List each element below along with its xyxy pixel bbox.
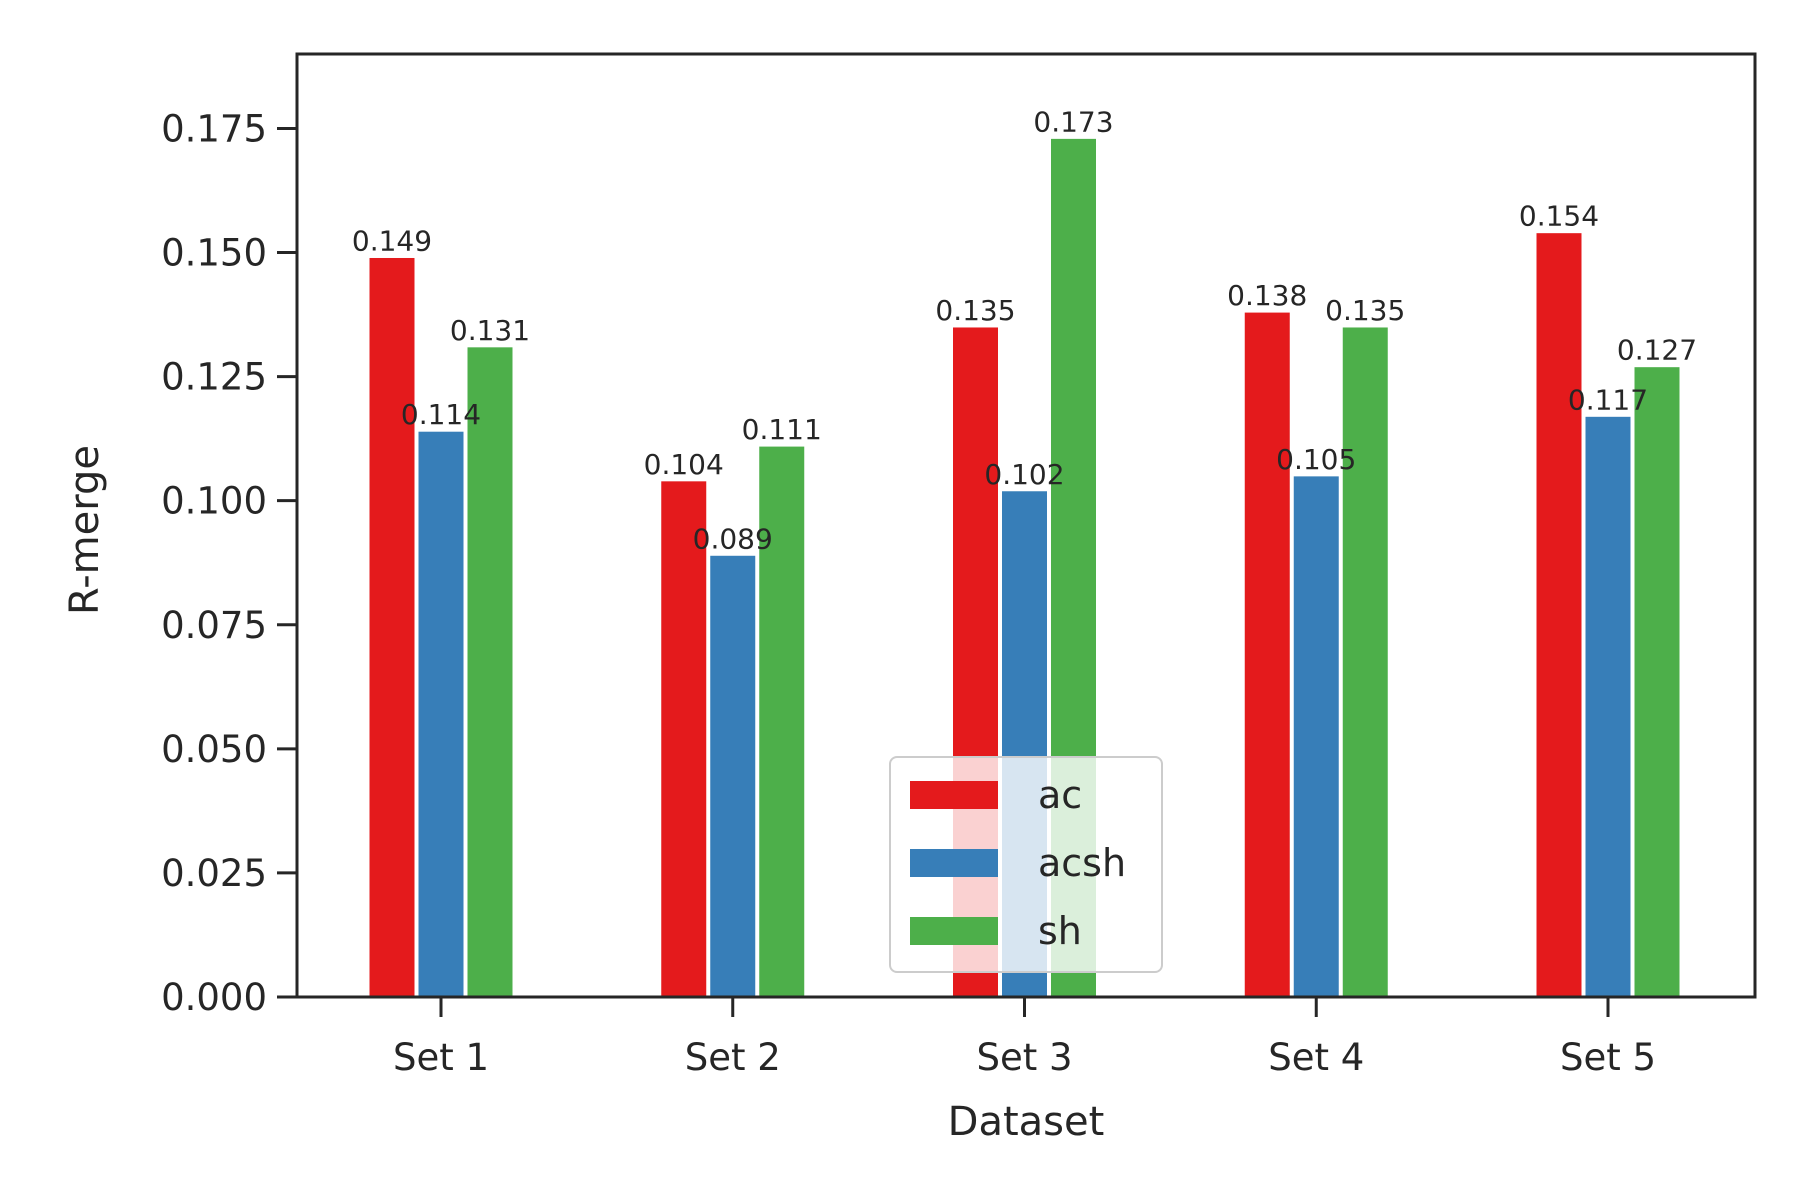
legend-swatch-ac [910, 781, 998, 809]
legend-swatch-sh [910, 917, 998, 945]
bar-sh-2 [758, 445, 806, 998]
data-label-ac-4: 0.138 [1227, 279, 1307, 312]
y-tick-label: 0.000 [161, 976, 267, 1019]
data-label-sh-3: 0.173 [1033, 105, 1113, 138]
bar-acsh-4 [1292, 475, 1340, 998]
legend-swatch-acsh [910, 849, 998, 877]
x-tick-label: Set 5 [1560, 1036, 1656, 1079]
y-tick-label: 0.075 [161, 604, 267, 647]
bar-sh-1 [466, 346, 514, 998]
legend: ac acsh sh [889, 756, 1163, 973]
y-tick-label: 0.125 [161, 356, 267, 399]
y-axis-label: R-merge [62, 445, 108, 615]
bar-ac-2 [660, 480, 708, 998]
data-label-ac-3: 0.135 [935, 294, 1015, 327]
data-label-ac-2: 0.104 [644, 448, 724, 481]
data-label-acsh-1: 0.114 [401, 398, 481, 431]
y-axis: 0.000 0.025 0.050 0.075 0.100 0.125 0.150 0.175 [161, 107, 297, 1019]
bar-ac-4 [1243, 311, 1291, 998]
y-tick-label: 0.100 [161, 480, 267, 523]
data-label-acsh-4: 0.105 [1276, 443, 1356, 476]
data-label-ac-1: 0.149 [352, 224, 432, 257]
legend-label-ac: ac [1038, 773, 1082, 817]
bar-ac-5 [1535, 232, 1583, 998]
x-tick-label: Set 3 [976, 1036, 1072, 1079]
data-label-sh-5: 0.127 [1617, 334, 1697, 367]
data-label-acsh-3: 0.102 [984, 458, 1064, 491]
data-label-sh-4: 0.135 [1325, 294, 1405, 327]
data-labels-layer: 0.149 0.114 0.131 0.104 0.089 0.111 0.135 0.102… [352, 105, 1697, 555]
data-label-sh-2: 0.111 [742, 413, 822, 446]
bar-ac-1 [368, 256, 416, 998]
x-axis: Set 1 Set 2 Set 3 Set 4 Set 5 [393, 997, 1656, 1079]
data-label-acsh-2: 0.089 [693, 522, 773, 555]
data-label-acsh-5: 0.117 [1568, 383, 1648, 416]
bar-sh-5 [1633, 366, 1681, 998]
y-tick-label: 0.050 [161, 728, 267, 771]
y-tick-label: 0.150 [161, 232, 267, 275]
data-label-ac-5: 0.154 [1519, 200, 1599, 233]
bar-acsh-5 [1584, 415, 1632, 998]
legend-label-acsh: acsh [1038, 841, 1126, 885]
y-tick-label: 0.025 [161, 852, 267, 895]
bar-acsh-2 [709, 554, 757, 998]
x-tick-label: Set 1 [393, 1036, 489, 1079]
x-tick-label: Set 2 [685, 1036, 781, 1079]
y-tick-label: 0.175 [161, 107, 267, 150]
x-axis-label: Dataset [948, 1099, 1105, 1145]
legend-label-sh: sh [1038, 909, 1082, 953]
bar-acsh-1 [417, 430, 465, 998]
x-tick-label: Set 4 [1268, 1036, 1364, 1079]
bar-sh-4 [1341, 326, 1389, 998]
data-label-sh-1: 0.131 [450, 314, 530, 347]
